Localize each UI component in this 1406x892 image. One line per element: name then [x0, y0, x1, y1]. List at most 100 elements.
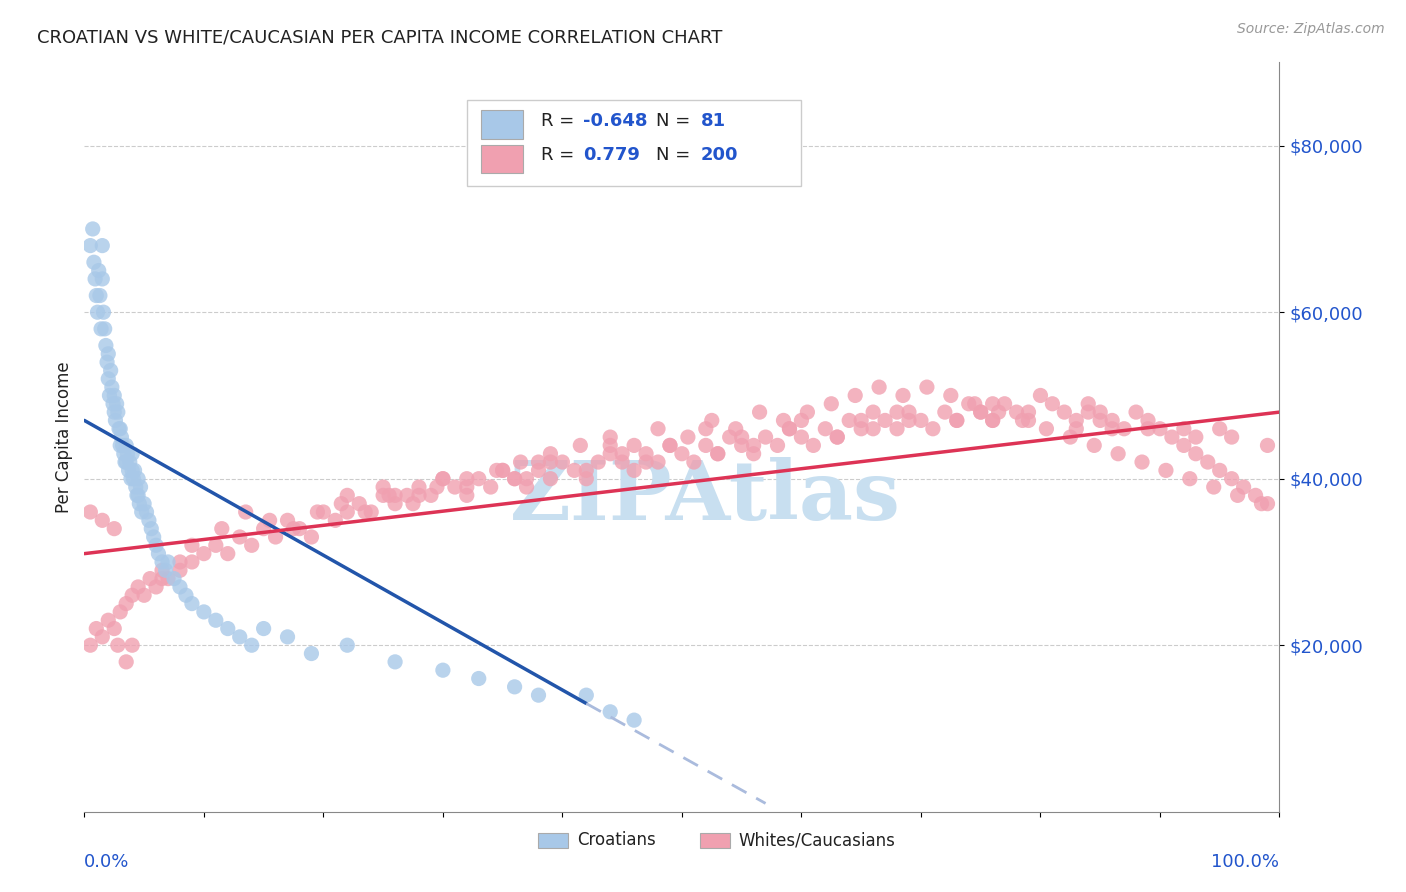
Point: [599, 438, 621, 452]
Point: [115, 597, 138, 611]
Point: [551, 455, 574, 469]
Point: [1035, 422, 1057, 436]
Point: [1197, 455, 1219, 469]
Point: [1114, 422, 1136, 436]
Point: [432, 472, 454, 486]
Point: [82, 222, 104, 236]
Point: [1220, 472, 1243, 486]
Point: [1137, 413, 1160, 427]
Point: [217, 547, 239, 561]
Point: [1226, 488, 1249, 502]
Point: [766, 438, 789, 452]
Point: [922, 422, 945, 436]
Point: [205, 538, 228, 552]
Point: [145, 580, 167, 594]
Point: [862, 422, 884, 436]
Point: [742, 438, 765, 452]
Point: [105, 397, 128, 411]
Point: [1053, 405, 1076, 419]
Text: 0.779: 0.779: [582, 145, 640, 163]
Point: [101, 397, 124, 411]
Point: [336, 638, 359, 652]
Point: [101, 380, 124, 394]
Point: [205, 613, 228, 627]
Point: [1149, 422, 1171, 436]
Point: [707, 447, 730, 461]
Point: [612, 447, 634, 461]
Point: [169, 580, 191, 594]
Point: [115, 655, 138, 669]
Point: [891, 388, 914, 402]
Point: [1244, 488, 1267, 502]
Point: [779, 422, 801, 436]
Text: ZIPAtlas: ZIPAtlas: [510, 457, 901, 537]
Point: [851, 413, 873, 427]
Point: [1185, 447, 1208, 461]
Point: [748, 405, 770, 419]
Point: [120, 472, 142, 486]
Point: [142, 530, 165, 544]
Point: [1083, 438, 1105, 452]
FancyBboxPatch shape: [700, 833, 730, 847]
Point: [827, 430, 849, 444]
Text: Croatians: Croatians: [576, 831, 655, 849]
Point: [79, 238, 101, 252]
Point: [492, 463, 515, 477]
Point: [97, 372, 120, 386]
Point: [84, 272, 107, 286]
Point: [1042, 397, 1064, 411]
Point: [939, 388, 962, 402]
Point: [240, 638, 263, 652]
Point: [1220, 430, 1243, 444]
Point: [107, 405, 129, 419]
Point: [121, 463, 143, 477]
Point: [79, 505, 101, 519]
FancyBboxPatch shape: [481, 145, 523, 173]
Point: [838, 413, 860, 427]
Point: [91, 513, 114, 527]
Text: Source: ZipAtlas.com: Source: ZipAtlas.com: [1237, 22, 1385, 37]
Point: [108, 422, 131, 436]
Y-axis label: Per Capita Income: Per Capita Income: [55, 361, 73, 513]
Point: [181, 597, 204, 611]
Point: [93, 305, 115, 319]
Point: [132, 497, 156, 511]
Point: [796, 405, 818, 419]
Point: [707, 447, 730, 461]
Point: [181, 555, 204, 569]
Point: [456, 480, 478, 494]
Point: [612, 455, 634, 469]
Point: [503, 472, 526, 486]
Point: [89, 288, 111, 302]
Point: [1257, 438, 1279, 452]
Point: [599, 430, 621, 444]
Point: [169, 563, 191, 577]
Point: [174, 588, 197, 602]
Point: [240, 538, 263, 552]
Text: R =: R =: [541, 145, 579, 163]
Point: [118, 455, 141, 469]
Point: [1066, 413, 1088, 427]
Point: [111, 438, 134, 452]
Point: [516, 480, 538, 494]
Point: [87, 263, 110, 277]
Point: [127, 488, 149, 502]
Point: [150, 572, 173, 586]
Point: [148, 547, 170, 561]
Point: [91, 630, 114, 644]
Point: [647, 455, 669, 469]
Point: [150, 563, 173, 577]
Point: [349, 497, 371, 511]
Point: [110, 605, 132, 619]
Point: [79, 638, 101, 652]
Point: [946, 413, 969, 427]
Point: [676, 430, 699, 444]
Point: [636, 455, 658, 469]
Point: [456, 472, 478, 486]
Point: [772, 413, 794, 427]
Point: [373, 488, 395, 502]
Point: [1173, 438, 1195, 452]
Point: [384, 497, 406, 511]
Point: [145, 538, 167, 552]
Text: N =: N =: [655, 145, 696, 163]
